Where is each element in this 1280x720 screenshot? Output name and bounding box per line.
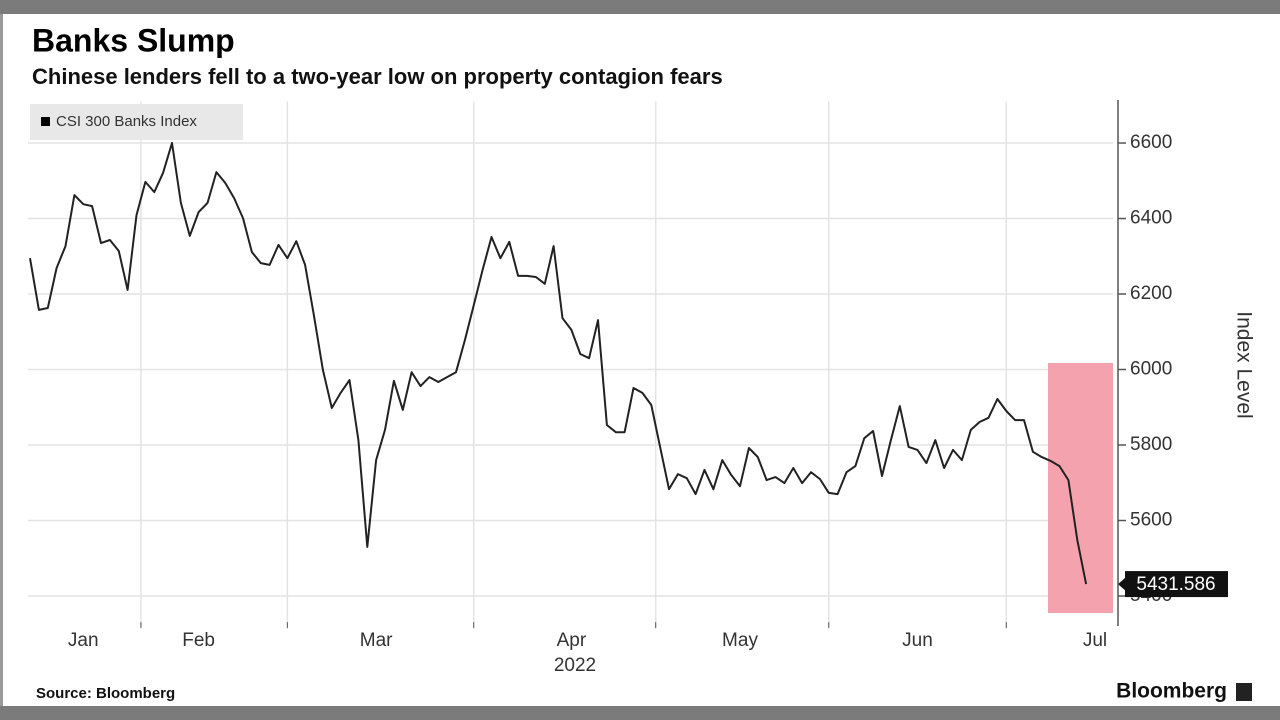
bottom-frame [0,706,1280,720]
highlight-region [1048,363,1113,613]
x-group-label: 2022 [554,655,596,676]
value-tag-label: 5431.586 [1136,574,1215,595]
plot: 5400560058006000620064006600JanFebMarApr… [29,104,1228,651]
value-tag-pointer [1118,577,1126,592]
chart-title: Banks Slump [32,22,235,58]
y-tick-label: 6600 [1130,132,1172,153]
brand-icon [1236,683,1252,701]
y-tick-label: 5600 [1130,510,1172,531]
x-tick-label: May [722,630,758,651]
value-tag [1125,571,1228,598]
legend-box [30,104,243,140]
legend-swatch [41,117,50,126]
x-tick-label: Feb [182,630,215,651]
x-tick-label: Jul [1083,630,1107,651]
x-tick-label: Mar [360,630,393,651]
x-tick-label: Jun [902,630,933,651]
legend-label: CSI 300 Banks Index [56,113,197,130]
x-tick-label: Apr [557,630,587,651]
y-tick-label: 6400 [1130,208,1172,229]
left-frame [0,14,3,706]
x-tick-label: Jan [68,630,99,651]
brand: Bloomberg [1116,680,1227,703]
y-tick-label: 5800 [1130,434,1172,455]
series-line [29,142,1088,585]
y-axis-label: Index Level [1232,311,1255,418]
grid [28,101,1113,627]
y-tick-label: 6000 [1130,359,1172,380]
top-frame [0,0,1280,14]
source: Source: Bloomberg [36,685,175,702]
y-tick-label: 6200 [1130,283,1172,304]
chart-subtitle: Chinese lenders fell to a two-year low o… [32,64,723,89]
